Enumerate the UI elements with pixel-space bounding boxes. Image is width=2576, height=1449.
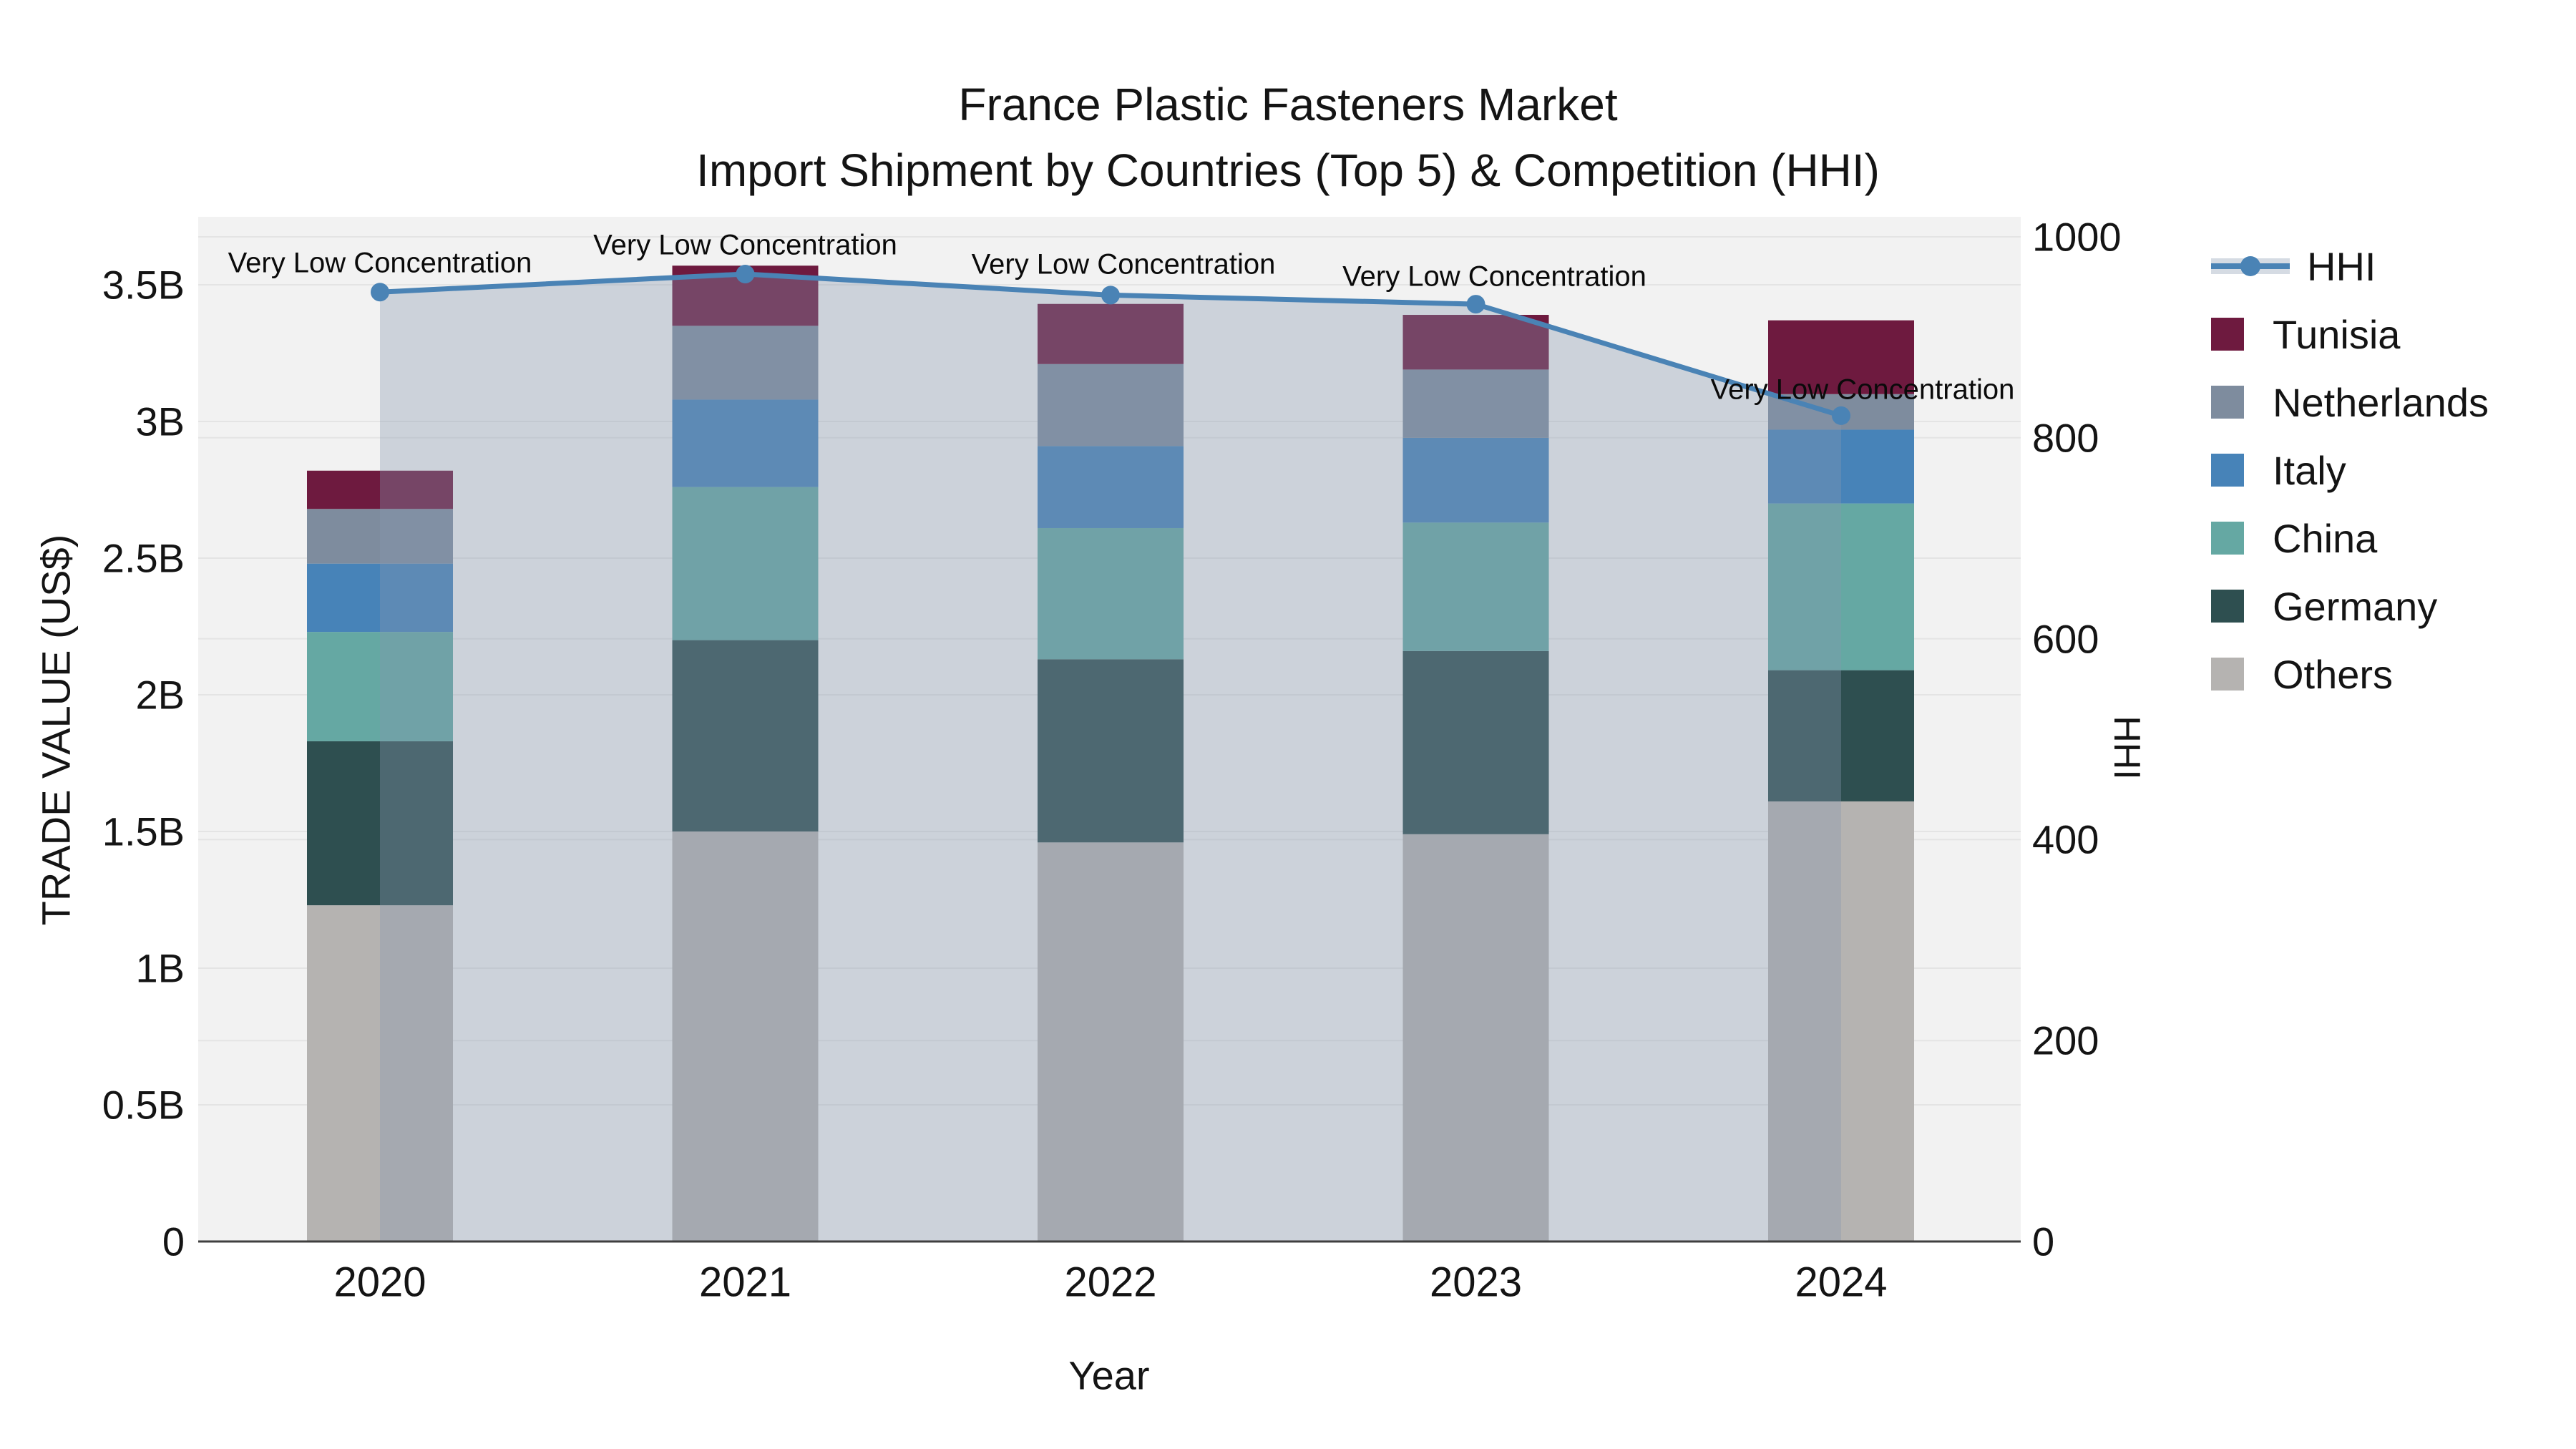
bar-segment-others-2021 [672,831,819,1241]
legend-item-others: Others [2211,651,2394,697]
bar-segment-tunisia-2022 [1038,303,1184,364]
bar-segment-netherlands-2023 [1402,369,1549,438]
bar-segment-italy-2023 [1402,437,1549,523]
bar-segment-china-2020 [307,632,453,741]
legend-item-tunisia: Tunisia [2211,311,2401,357]
bar-segment-italy-2022 [1038,446,1184,528]
y-right-tick-800: 800 [2032,415,2099,461]
chart-title-line1: France Plastic Fasteners Market [958,79,1618,130]
chart-title: France Plastic Fasteners Market Import S… [696,72,1880,203]
hhi-point-2023 [1466,295,1485,314]
legend-swatch-china [2211,522,2244,555]
legend-item-hhi: HHI [2211,243,2376,289]
legend-label-netherlands: Netherlands [2273,379,2489,425]
y-axis-title-left: TRADE VALUE (US$) [33,534,79,926]
bar-segment-tunisia-2020 [307,470,453,509]
bar-segment-germany-2024 [1768,670,1914,801]
y-left-tick-1.5B: 1.5B [102,809,185,854]
x-tick-2020: 2020 [333,1259,426,1306]
legend-item-germany: Germany [2211,583,2438,629]
y-left-tick-3.5B: 3.5B [102,262,185,308]
bar-segment-china-2024 [1768,503,1914,670]
legend-label-tunisia: Tunisia [2273,311,2401,357]
bar-segment-netherlands-2021 [672,326,819,400]
hhi-area-fill [380,273,1841,1241]
legend-label-others: Others [2273,651,2394,697]
bar-segment-china-2021 [672,487,819,640]
bar-segment-germany-2020 [307,741,453,906]
legend-swatch-italy [2211,454,2244,487]
annotation-2022: Very Low Concentration [971,248,1276,280]
y-left-tick-0: 0 [162,1219,185,1264]
legend-swatch-germany [2211,590,2244,623]
chart-title-line2: Import Shipment by Countries (Top 5) & C… [696,145,1880,196]
bar-segment-germany-2021 [672,640,819,831]
x-tick-2021: 2021 [698,1259,792,1306]
annotation-2023: Very Low Concentration [1342,260,1646,293]
hhi-point-2022 [1101,286,1120,305]
legend-label-hhi: HHI [2307,243,2376,289]
x-axis-title: Year [1068,1352,1150,1398]
legend-swatch-netherlands [2211,386,2244,419]
bar-segment-italy-2020 [307,563,453,633]
bar-segment-china-2022 [1038,527,1184,660]
legend-item-china: China [2211,515,2378,561]
y-left-tick-2B: 2B [135,672,185,718]
bar-segment-tunisia-2023 [1402,315,1549,370]
hhi-point-2024 [1832,406,1850,425]
y-left-tick-2.5B: 2.5B [102,535,185,581]
bar-segment-netherlands-2022 [1038,364,1184,447]
legend-item-italy: Italy [2211,447,2346,493]
legend-item-netherlands: Netherlands [2211,379,2489,425]
annotation-2024: Very Low Concentration [1710,374,2015,406]
y-left-tick-1B: 1B [135,945,185,991]
y-left-tick-0.5B: 0.5B [102,1082,185,1128]
x-tick-2022: 2022 [1064,1259,1157,1306]
bar-segment-italy-2024 [1768,429,1914,504]
bar-segment-netherlands-2020 [307,509,453,564]
bar-segment-others-2020 [307,905,453,1241]
bar-segment-others-2024 [1768,801,1914,1241]
bar-segment-others-2023 [1402,834,1549,1241]
bar-segment-china-2023 [1402,522,1549,651]
x-tick-2023: 2023 [1429,1259,1523,1306]
bar-segment-others-2022 [1038,842,1184,1241]
annotation-2021: Very Low Concentration [593,229,897,261]
legend-label-china: China [2273,515,2378,561]
y-axis-title-right: HHI [2106,716,2147,780]
bar-segment-tunisia-2024 [1768,320,1914,394]
annotation-2020: Very Low Concentration [228,247,532,279]
bar-segment-germany-2023 [1402,650,1549,834]
legend-label-italy: Italy [2273,447,2346,493]
y-right-tick-1000: 1000 [2032,214,2122,260]
y-left-tick-3B: 3B [135,399,185,444]
y-right-tick-0: 0 [2032,1219,2055,1264]
x-tick-2024: 2024 [1795,1259,1888,1306]
legend-swatch-tunisia [2211,318,2244,351]
bar-segment-italy-2021 [672,399,819,487]
bar-segment-germany-2022 [1038,659,1184,843]
y-right-tick-600: 600 [2032,616,2099,662]
hhi-legend-dot-icon [2240,256,2260,276]
legend-label-germany: Germany [2273,583,2438,629]
legend-swatch-others [2211,658,2244,691]
hhi-legend-marker [2211,250,2290,283]
hhi-point-2020 [371,283,389,302]
hhi-point-2021 [736,264,755,283]
y-right-tick-200: 200 [2032,1018,2099,1063]
y-right-tick-400: 400 [2032,816,2099,862]
